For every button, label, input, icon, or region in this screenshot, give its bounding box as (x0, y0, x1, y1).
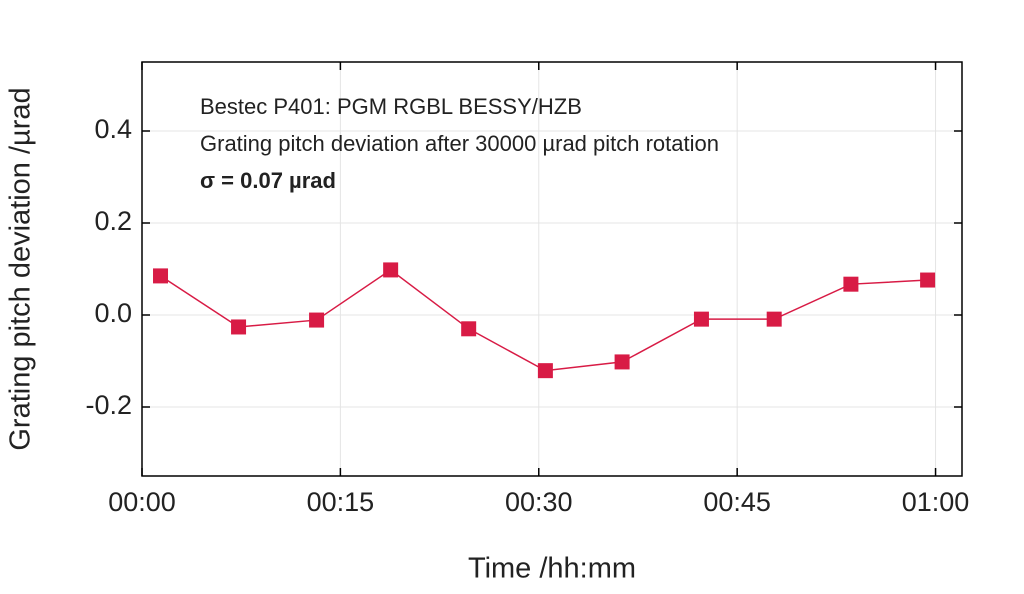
annotation: Grating pitch deviation after 30000 µrad… (200, 131, 719, 156)
x-tick-label: 00:45 (703, 487, 771, 517)
x-tick-label: 00:30 (505, 487, 573, 517)
data-point (693, 311, 709, 327)
data-line (160, 268, 928, 372)
data-point (614, 354, 630, 370)
data-point (766, 311, 782, 327)
plot-frame (141, 61, 963, 477)
data-point (231, 319, 247, 335)
x-axis-label: Time /hh:mm (468, 553, 636, 585)
x-tick-label: 00:00 (108, 487, 176, 517)
annotation: Bestec P401: PGM RGBL BESSY/HZB (200, 94, 582, 119)
y-tick-label: -0.2 (85, 390, 132, 420)
y-tick-label: 0.4 (94, 114, 132, 144)
y-tick-label: 0.0 (94, 298, 132, 328)
y-tick-label: 0.2 (94, 206, 132, 236)
data-point (537, 363, 553, 379)
x-tick-label: 00:15 (307, 487, 375, 517)
y-axis-label: Grating pitch deviation /µrad (5, 87, 37, 450)
x-tick-label: 01:00 (902, 487, 970, 517)
data-point (383, 262, 399, 278)
data-point (461, 321, 477, 337)
data-point (309, 312, 325, 328)
data-point (153, 268, 169, 284)
data-point (920, 272, 936, 288)
annotation: σ = 0.07 µrad (200, 168, 336, 193)
data-point (843, 276, 859, 292)
